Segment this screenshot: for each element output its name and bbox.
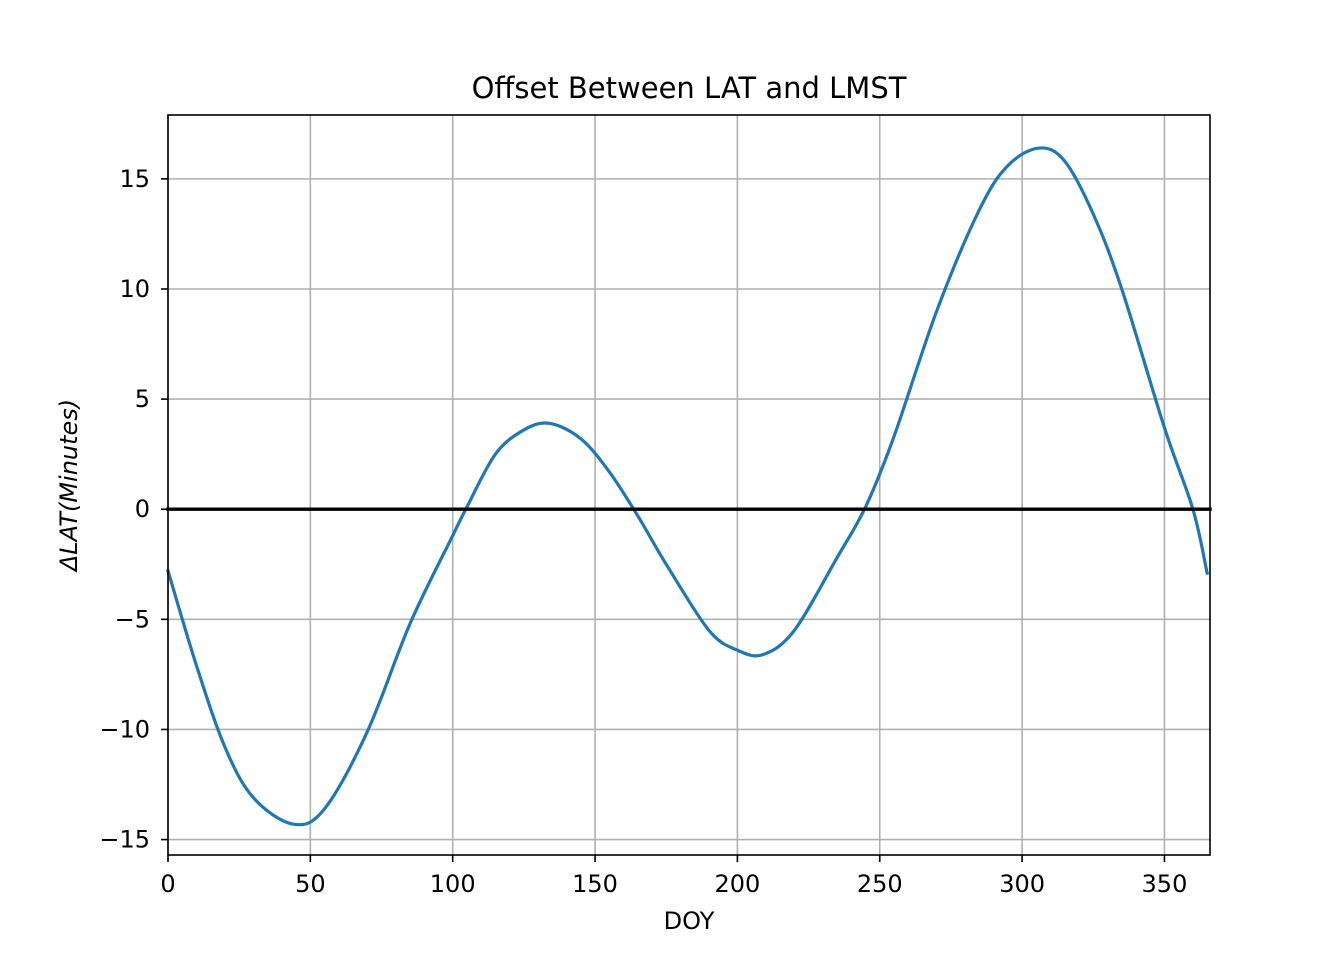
x-tick-label: 0: [160, 870, 175, 898]
x-tick-label: 150: [572, 870, 618, 898]
plot-frame: [167, 114, 1211, 856]
x-tick-label: 250: [857, 870, 903, 898]
y-tick-label: 15: [119, 165, 150, 193]
x-tick-label: 200: [714, 870, 760, 898]
y-tick-label: 0: [135, 495, 150, 523]
x-tick-label: 50: [295, 870, 326, 898]
chart-title: Offset Between LAT and LMST: [472, 71, 907, 105]
y-tick-label: 10: [119, 275, 150, 303]
x-tick-label: 100: [430, 870, 476, 898]
x-tick-label: 350: [1142, 870, 1188, 898]
x-axis-label: DOY: [664, 907, 715, 935]
y-axis-label: ΔLAT(Minutes): [55, 399, 83, 573]
y-tick-label: −15: [99, 826, 150, 854]
y-tick-label: −5: [115, 605, 150, 633]
series-layer: [166, 146, 1212, 827]
ticks: 0 50 100 150 200 250 300 350 −15 −10 −5 0 5 10 15: [99, 165, 1187, 898]
y-tick-label: −10: [99, 715, 150, 743]
x-tick-label: 300: [999, 870, 1045, 898]
y-tick-label: 5: [135, 385, 150, 413]
delta-lat-series-line: [166, 146, 1210, 827]
